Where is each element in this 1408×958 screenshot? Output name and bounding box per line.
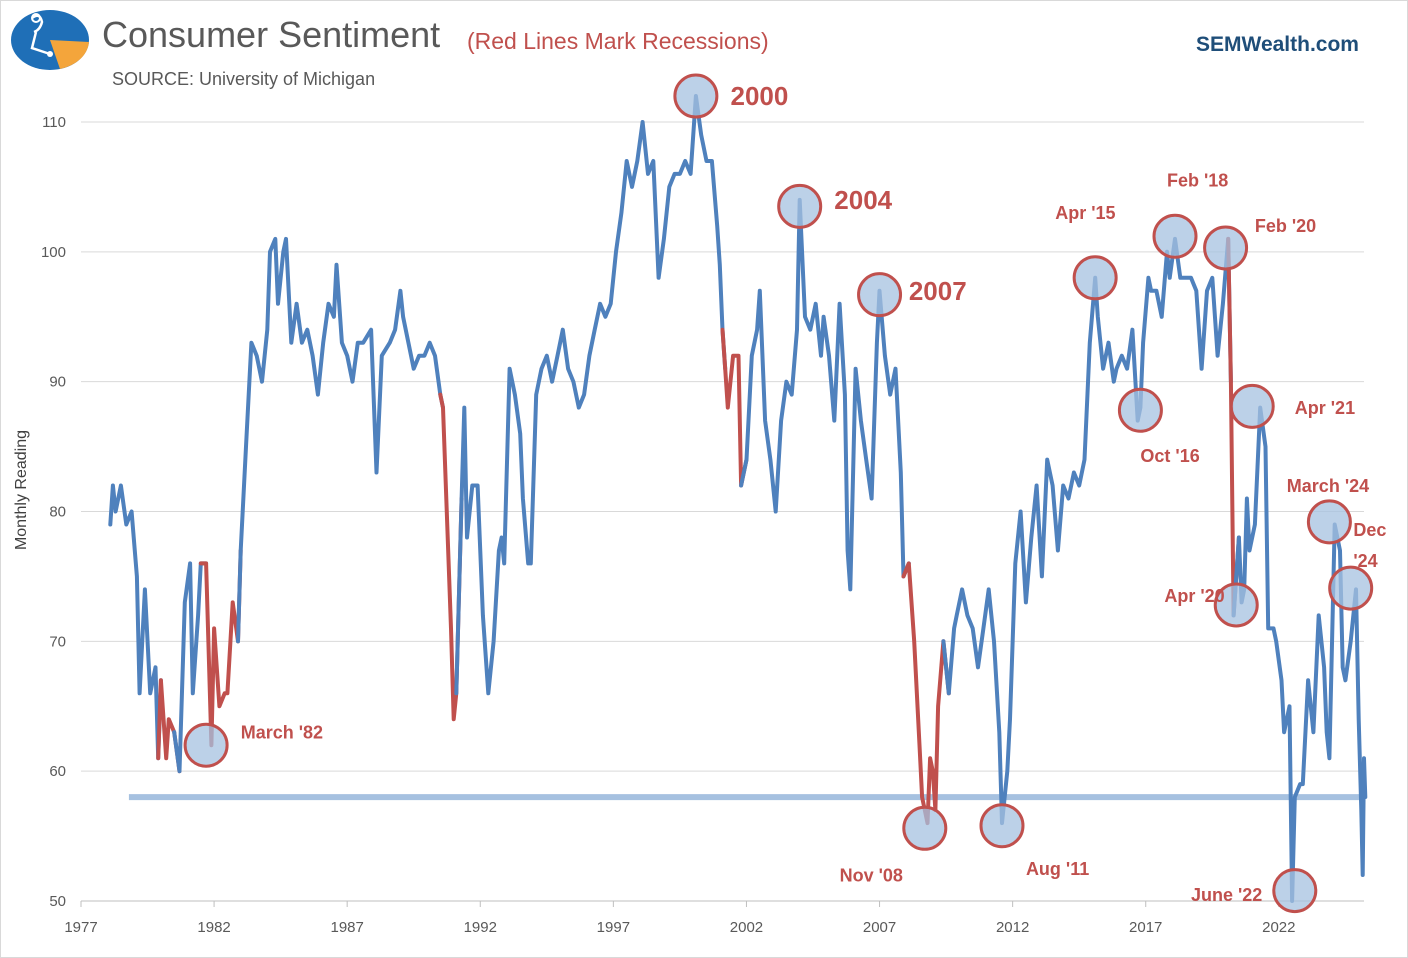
annotation-circle <box>777 183 823 229</box>
series-line <box>941 236 1233 826</box>
x-tick-label: 2022 <box>1262 919 1295 936</box>
y-tick-label: 60 <box>49 763 66 780</box>
series-line <box>739 197 911 592</box>
series-line <box>1231 405 1368 903</box>
x-tick-label: 2002 <box>730 919 763 936</box>
annotation-circle <box>857 272 903 318</box>
annotation-label: Feb '18 <box>1167 171 1228 191</box>
recession-segment <box>901 561 951 826</box>
annotation-label: Aug '11 <box>1026 859 1089 879</box>
chart-subtitle: (Red Lines Mark Recessions) <box>467 28 769 54</box>
annotation-label: 2000 <box>730 81 788 111</box>
annotation-label: 2004 <box>834 185 892 215</box>
x-tick-label: 1982 <box>197 919 230 936</box>
y-tick-label: 70 <box>49 633 66 650</box>
x-tick-label: 2007 <box>863 919 896 936</box>
x-tick-label: 1992 <box>464 919 497 936</box>
y-tick-label: 80 <box>49 504 66 521</box>
annotation-circle <box>183 722 229 768</box>
annotation-circle <box>1152 213 1198 259</box>
annotation-label: Apr '15 <box>1055 203 1115 223</box>
sem-logo-icon <box>10 8 92 72</box>
series-line <box>454 94 728 696</box>
series-line <box>172 561 209 774</box>
x-tick-label: 1977 <box>64 919 97 936</box>
recession-segment <box>720 327 749 488</box>
annotation-label: Apr '21 <box>1295 398 1355 418</box>
x-tick-label: 1997 <box>597 919 630 936</box>
annotation-label: Oct '16 <box>1140 446 1199 466</box>
annotation-label: 2007 <box>909 276 967 306</box>
annotation-circle <box>979 803 1025 849</box>
annotation-circle <box>1117 387 1163 433</box>
annotation-label: June '22 <box>1191 885 1262 905</box>
recession-segment <box>198 548 243 748</box>
annotation-label: March '82 <box>241 723 323 743</box>
annotation-circle <box>1306 499 1352 545</box>
annotation-label: Feb '20 <box>1255 216 1316 236</box>
x-tick-label: 2017 <box>1129 919 1162 936</box>
annotation-circle <box>902 805 948 851</box>
chart-title: Consumer Sentiment <box>102 14 441 55</box>
annotation-circle <box>1229 383 1275 429</box>
series-line <box>108 483 163 761</box>
annotation-circle <box>1072 255 1118 301</box>
source-note: SOURCE: University of Michigan <box>112 69 376 89</box>
y-tick-label: 100 <box>41 244 66 261</box>
annotation-circle <box>673 73 719 119</box>
x-tick-label: 2012 <box>996 919 1029 936</box>
annotation-label: Dec <box>1353 520 1386 540</box>
annotation-label: March '24 <box>1287 476 1369 496</box>
annotation-label: Nov '08 <box>840 865 903 885</box>
annotation-circle <box>1272 868 1318 914</box>
annotation-label: Apr '20 <box>1164 586 1224 606</box>
x-tick-label: 1987 <box>330 919 363 936</box>
annotation-circle <box>1213 582 1259 628</box>
annotation-circle <box>1203 225 1249 271</box>
annotation-circle <box>1328 565 1374 611</box>
y-tick-label: 50 <box>49 893 66 910</box>
series-line <box>236 236 445 644</box>
y-tick-label: 90 <box>49 374 66 391</box>
y-tick-label: 110 <box>42 114 66 131</box>
annotation-label: '24 <box>1353 551 1377 571</box>
brand-link[interactable]: SEMWealth.com <box>1196 33 1359 56</box>
